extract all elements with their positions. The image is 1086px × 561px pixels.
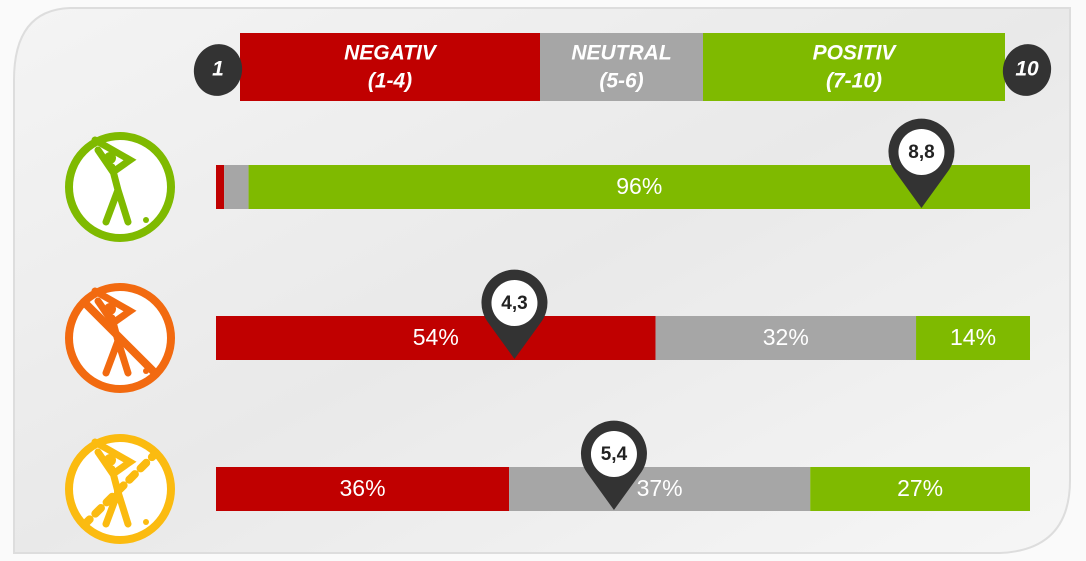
scale-end-label: 10 <box>1015 58 1039 81</box>
bar-segment <box>224 165 248 209</box>
legend-name: POSITIV <box>813 42 898 65</box>
legend-range: (5-6) <box>599 70 643 93</box>
legend-range: (7-10) <box>826 70 882 93</box>
legend-range: (1-4) <box>368 70 412 93</box>
icon-maybe-play <box>69 438 171 540</box>
mean-label: 5,4 <box>601 444 628 465</box>
bar-label: 54% <box>413 324 459 350</box>
icon-play <box>69 136 171 238</box>
bar-label: 37% <box>637 475 683 501</box>
mean-label: 8,8 <box>908 142 934 163</box>
bar-label: 27% <box>897 475 943 501</box>
bar-label: 36% <box>339 475 385 501</box>
bar-label: 14% <box>950 324 996 350</box>
bar-segment <box>216 165 224 209</box>
chart: NEGATIV (1-4) NEUTRAL (5-6) POSITIV (7-10) 1 10… <box>0 0 1086 561</box>
bar-label: 96% <box>616 173 662 199</box>
legend-name: NEGATIV <box>344 42 438 65</box>
mean-label: 4,3 <box>501 293 527 314</box>
bar-label: 32% <box>763 324 809 350</box>
legend-name: NEUTRAL <box>571 42 671 65</box>
icon-not-play <box>69 287 171 389</box>
scale-end-label: 1 <box>212 58 224 81</box>
